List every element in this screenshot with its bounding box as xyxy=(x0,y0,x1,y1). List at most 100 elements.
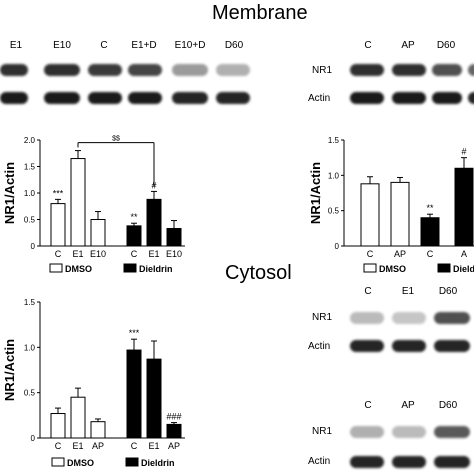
y-axis-label: NR1/Actin xyxy=(2,162,17,224)
blot-band xyxy=(392,312,426,324)
membrane-left-nr1-row xyxy=(0,64,262,76)
membrane-left-chart: 00.51.01.52.0NR1/Actin***CE1E10**C#E1E10… xyxy=(2,136,185,274)
bar-dmso xyxy=(70,158,86,247)
blot-row-label: NR1 xyxy=(312,65,333,76)
legend-label-dieldrin: Dieldi xyxy=(453,264,474,274)
y-tick-label: 0 xyxy=(335,242,340,251)
lane-label: C xyxy=(364,400,372,411)
blot-band xyxy=(468,64,474,76)
y-tick-label: 1.5 xyxy=(328,136,340,145)
blot-band xyxy=(392,64,426,76)
blot-band xyxy=(350,312,384,324)
cytosol-right-top-blot: C E1 D60 NR1 Actin xyxy=(306,286,474,356)
cytosol-bottom-lane-labels: C AP D60 xyxy=(306,400,474,414)
y-tick-label: 0 xyxy=(31,242,36,251)
blot-band xyxy=(216,64,250,76)
bar-dieldrin xyxy=(126,349,142,439)
x-tick-label: C xyxy=(367,249,374,259)
y-tick-label: 1.5 xyxy=(24,298,36,307)
legend-label-dmso: DMSO xyxy=(65,264,92,274)
membrane-title: Membrane xyxy=(212,2,308,24)
blot-band xyxy=(44,64,80,76)
legend-label-dieldrin: Dieldrin xyxy=(141,458,175,468)
bar-dieldrin xyxy=(166,423,182,439)
lane-label: D60 xyxy=(438,400,458,411)
x-tick-label: E10 xyxy=(90,249,106,259)
blot-band xyxy=(432,64,462,76)
y-tick-label: 1.0 xyxy=(24,343,36,352)
bar-dmso xyxy=(50,203,66,247)
blot-band xyxy=(350,456,384,468)
x-tick-label: E1 xyxy=(72,249,83,259)
cytosol-top-nr1-row xyxy=(346,312,474,324)
lane-label: AP xyxy=(401,40,415,51)
blot-band xyxy=(128,64,162,76)
blot-band xyxy=(350,64,384,76)
membrane-left-blot: E1 E10 C E1+D E10+D D60 xyxy=(0,40,270,110)
significance-label: *** xyxy=(129,328,140,338)
bar-dieldrin xyxy=(126,225,142,247)
x-tick-label: E1 xyxy=(148,441,159,451)
y-tick-label: 2.0 xyxy=(24,136,36,145)
y-tick-label: 0.5 xyxy=(24,216,36,225)
blot-band xyxy=(216,92,250,104)
lane-label: C xyxy=(364,40,372,51)
y-tick-label: 1.0 xyxy=(24,189,36,198)
lane-label: E1+D xyxy=(131,40,157,51)
legend-swatch-dieldrin xyxy=(125,457,139,467)
bar-dmso xyxy=(390,181,410,247)
legend-swatch-dmso xyxy=(49,263,63,273)
cytosol-title: Cytosol xyxy=(225,262,292,284)
blot-band xyxy=(88,64,122,76)
y-tick-label: 1.0 xyxy=(328,171,340,180)
blot-band xyxy=(0,92,28,104)
bar-dieldrin xyxy=(146,358,162,439)
membrane-right-lane-labels: C AP D60 xyxy=(306,40,474,54)
blot-band xyxy=(350,92,384,104)
bar-dieldrin xyxy=(420,217,440,247)
blot-band xyxy=(392,456,426,468)
lane-label: D60 xyxy=(436,40,456,51)
membrane-left-actin-row xyxy=(0,92,262,104)
x-tick-label: AP xyxy=(92,441,104,451)
x-tick-label: C xyxy=(427,249,434,259)
x-tick-label: E1 xyxy=(148,249,159,259)
x-tick-label: C xyxy=(55,441,62,451)
cytosol-top-actin-row xyxy=(346,340,474,352)
bar-dmso xyxy=(70,396,86,439)
blot-band xyxy=(392,92,426,104)
x-tick-label: AP xyxy=(394,249,406,259)
significance-label: ### xyxy=(166,412,181,422)
membrane-right-chart: 0 0.5 1.0 1.5 NR1/Actin C AP ** C # A DMSO Dieldi xyxy=(308,136,474,274)
x-tick-label: A xyxy=(461,249,467,259)
x-tick-label: C xyxy=(131,249,138,259)
significance-label: ** xyxy=(426,203,434,213)
comparison-label: $$ xyxy=(112,136,120,143)
lane-label: D60 xyxy=(438,286,458,297)
blot-band xyxy=(434,312,470,324)
lane-label: AP xyxy=(401,400,415,411)
blot-band xyxy=(432,92,462,104)
blot-band xyxy=(0,64,28,76)
lane-label: E1 xyxy=(9,40,23,51)
legend-label-dieldrin: Dieldrin xyxy=(139,264,173,274)
significance-label: # xyxy=(461,147,466,157)
blot-band xyxy=(44,92,80,104)
membrane-right-actin-row xyxy=(346,92,474,104)
blot-band xyxy=(128,92,162,104)
y-axis-label: NR1/Actin xyxy=(308,162,323,224)
bar-dmso xyxy=(90,219,106,247)
cytosol-bottom-actin-row xyxy=(346,456,474,468)
bar-dmso xyxy=(50,413,66,439)
y-tick-label: 0.5 xyxy=(328,207,340,216)
blot-band xyxy=(350,340,384,352)
bar-dmso xyxy=(90,421,106,439)
blot-row-label: NR1 xyxy=(312,312,333,323)
x-tick-label: C xyxy=(131,441,138,451)
blot-band xyxy=(392,426,426,438)
legend-swatch-dieldrin xyxy=(123,263,137,273)
lane-label: E1 xyxy=(401,286,415,297)
significance-label: ** xyxy=(130,212,138,222)
blot-band xyxy=(350,426,384,438)
y-axis-label: NR1/Actin xyxy=(2,339,17,401)
